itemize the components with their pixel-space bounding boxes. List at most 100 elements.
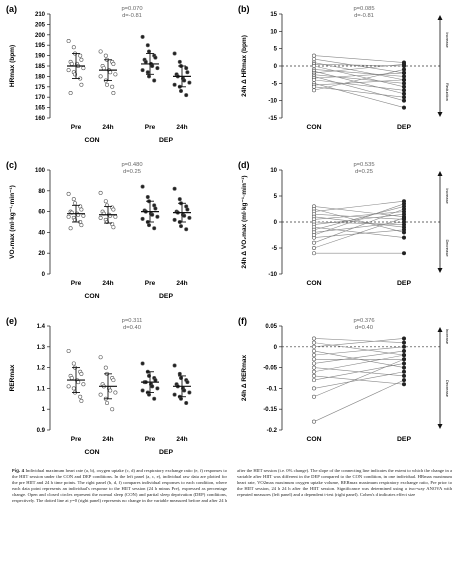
- data-point: [98, 74, 103, 79]
- condition-label: CON: [84, 449, 99, 456]
- y-tick-label: -0.2: [267, 428, 278, 434]
- y-axis-label: 24h Δ VO₂max (ml·kg⁻¹·min⁻¹): [241, 175, 248, 268]
- panel-a: (a) HRmax (bpm) 160 165 170 175 180 185 190 195 20…: [0, 0, 230, 150]
- connecting-line: [313, 338, 405, 343]
- x-label-dep: DEP: [397, 436, 411, 443]
- connecting-line: [313, 350, 405, 364]
- data-point: [147, 392, 152, 397]
- y-tick-label: 40: [38, 230, 45, 236]
- data-point: [172, 217, 177, 222]
- y-tick-label: 175: [35, 85, 46, 91]
- caption-label: Fig. 4: [12, 468, 25, 473]
- dep-point: [402, 206, 407, 211]
- connecting-line: [313, 65, 405, 88]
- data-point: [179, 396, 184, 401]
- stat-d: d=-0.81: [354, 13, 374, 19]
- x-group-label: Pre: [71, 280, 82, 287]
- data-point: [66, 214, 71, 219]
- data-point: [140, 388, 145, 393]
- data-point: [140, 361, 145, 366]
- data-point: [140, 216, 145, 221]
- arrow-head-down: [437, 424, 443, 429]
- data-point: [143, 59, 148, 64]
- data-point: [111, 225, 116, 230]
- condition-label: CON: [84, 293, 99, 300]
- x-group-label: 24h: [102, 280, 113, 287]
- y-tick-label: 195: [35, 43, 46, 49]
- data-point: [153, 378, 158, 383]
- connecting-line: [313, 217, 405, 249]
- arrow-label-increase: Increase: [445, 32, 450, 48]
- data-point: [78, 53, 83, 58]
- x-group-label: 24h: [102, 436, 113, 443]
- data-point: [185, 70, 190, 75]
- connecting-line: [313, 72, 405, 79]
- data-point: [155, 66, 160, 71]
- con-point: [312, 53, 317, 58]
- data-point: [182, 213, 187, 218]
- y-tick-label: 0: [42, 272, 46, 278]
- arrow-head-up: [437, 15, 443, 20]
- data-point: [79, 371, 84, 376]
- data-point: [150, 64, 155, 69]
- connecting-line: [313, 200, 405, 212]
- connecting-line: [313, 379, 405, 422]
- data-point: [81, 382, 86, 387]
- arrow-label-increase: Increase: [445, 188, 450, 204]
- y-tick-label: 0.9: [37, 428, 46, 434]
- y-axis-label: RERmax: [9, 364, 16, 391]
- connecting-line: [313, 346, 405, 356]
- con-point: [312, 373, 317, 378]
- data-point: [184, 227, 189, 232]
- data-point: [68, 91, 73, 96]
- data-point: [184, 66, 189, 71]
- y-tick-label: 1.2: [37, 366, 46, 372]
- data-point: [103, 199, 108, 204]
- data-point: [152, 226, 157, 231]
- connecting-line: [313, 221, 405, 233]
- connecting-line: [313, 79, 405, 91]
- data-point: [108, 70, 113, 75]
- panel-letter: (c): [6, 160, 17, 170]
- dep-point: [402, 336, 407, 341]
- data-point: [172, 186, 177, 191]
- y-tick-label: 60: [38, 210, 45, 216]
- data-point: [147, 74, 152, 79]
- x-group-label: 24h: [176, 436, 187, 443]
- connecting-line: [313, 221, 405, 225]
- data-point: [81, 66, 86, 71]
- data-point: [153, 55, 158, 60]
- data-point: [98, 392, 103, 397]
- y-tick-label: 5: [274, 47, 278, 53]
- panel-letter: (d): [238, 160, 250, 170]
- connecting-line: [313, 74, 405, 84]
- con-point: [312, 348, 317, 353]
- y-tick-label: 0.05: [265, 324, 277, 330]
- connecting-line: [313, 69, 405, 91]
- data-point: [179, 88, 184, 93]
- x-group-label: 24h: [102, 124, 113, 131]
- connecting-line: [313, 359, 405, 397]
- stat-p: p=0.070: [121, 6, 142, 12]
- data-point: [79, 57, 84, 62]
- panel-b: (b) 24h Δ HRmax (bpm) -15 -10 -5 0 5 10 15 p=0.08…: [232, 0, 463, 150]
- stat-d: d=0.25: [123, 169, 141, 175]
- stat-p: p=0.376: [353, 318, 374, 324]
- y-tick-label: 0: [274, 220, 278, 226]
- data-point: [187, 80, 192, 85]
- con-point: [312, 84, 317, 89]
- data-point: [147, 223, 152, 228]
- data-point: [103, 53, 108, 58]
- connecting-line: [313, 211, 405, 220]
- x-label-dep: DEP: [397, 280, 411, 287]
- dep-point: [402, 340, 407, 345]
- data-point: [140, 184, 145, 189]
- dep-point: [402, 357, 407, 362]
- data-point: [111, 91, 116, 96]
- y-tick-label: -15: [268, 116, 277, 122]
- x-group-label: Pre: [145, 280, 156, 287]
- data-point: [79, 82, 84, 87]
- stat-d: d=0.40: [355, 325, 373, 331]
- panel-d-chart: (d) 24h Δ VO₂max (ml·kg⁻¹·min⁻¹) -10 -5 0 5 10…: [238, 160, 450, 287]
